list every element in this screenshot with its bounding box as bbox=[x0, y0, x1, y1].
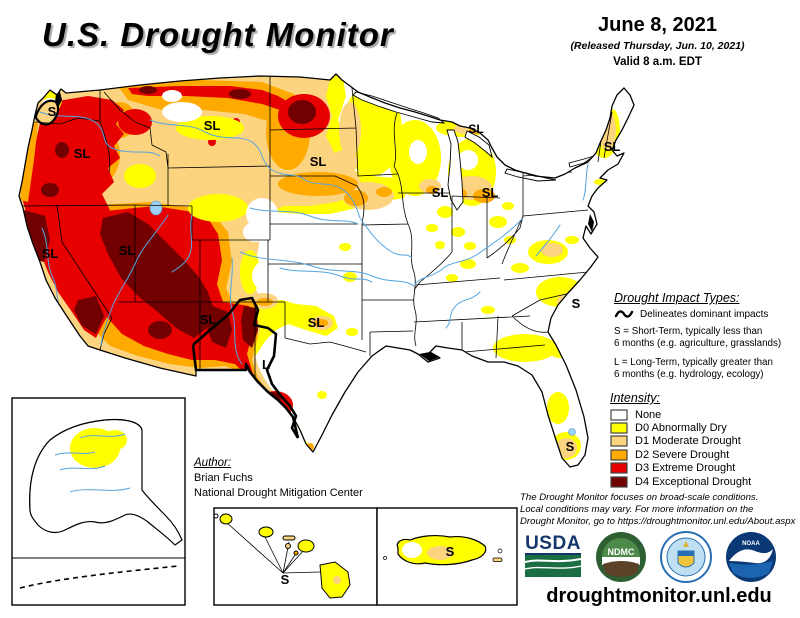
water-jags bbox=[55, 92, 594, 361]
disclaimer: The Drought Monitor focuses on broad-sca… bbox=[520, 492, 800, 527]
legend-label-d3: D3 Extreme Drought bbox=[635, 462, 736, 475]
map-label-sd: SL bbox=[310, 154, 327, 169]
usda-logo-text: USDA bbox=[525, 533, 581, 555]
author-heading: Author: bbox=[194, 457, 232, 469]
disclaimer-line2: Local conditions may vary. For more info… bbox=[520, 503, 754, 515]
swatch-d0 bbox=[610, 422, 628, 434]
rivers bbox=[39, 111, 589, 365]
usda-logo: USDA bbox=[524, 533, 582, 579]
legend-label-d4: D4 Exceptional Drought bbox=[635, 475, 752, 488]
short-term-desc: S = Short-Term, typically less than 6 mo… bbox=[614, 326, 798, 350]
map-label-hawaii: S bbox=[281, 572, 290, 587]
map-label-florida: S bbox=[566, 439, 575, 454]
ndmc-logo: NDMC bbox=[596, 532, 646, 582]
disclaimer-line3: Drought Monitor, go to https://droughtmo… bbox=[520, 515, 796, 527]
short-term-line2: 6 months (e.g. agriculture, grasslands) bbox=[614, 338, 782, 349]
map-label-ne-england: SL bbox=[604, 139, 621, 154]
delineates-label: Delineates dominant impacts bbox=[640, 308, 769, 320]
impact-legend: Drought Impact Types: Delineates dominan… bbox=[614, 291, 798, 388]
map-label-wa: S bbox=[48, 104, 57, 119]
author-block: Author: Brian Fuchs National Drought Mit… bbox=[194, 457, 384, 499]
intensity-legend-heading: Intensity: bbox=[610, 391, 661, 405]
swatch-d4 bbox=[610, 476, 628, 488]
map-label-puerto-rico: S bbox=[446, 544, 455, 559]
map-label-wi: SL bbox=[432, 185, 449, 200]
state-borders bbox=[22, 76, 613, 388]
map-label-ca: SL bbox=[42, 246, 59, 261]
puerto-rico-inset bbox=[376, 507, 518, 606]
impact-legend-heading: Drought Impact Types: bbox=[614, 291, 740, 305]
swatch-d1 bbox=[610, 435, 628, 448]
commerce-seal-logo bbox=[660, 531, 712, 583]
map-label-mi: SL bbox=[482, 185, 499, 200]
map-date: June 8, 2021 bbox=[598, 14, 717, 36]
alaska-inset bbox=[11, 397, 186, 606]
logo-row: USDA NDMC NOAA bbox=[524, 531, 786, 583]
disclaimer-line1: The Drought Monitor focuses on broad-sca… bbox=[520, 492, 759, 503]
legend-label-d2: D2 Severe Drought bbox=[635, 448, 730, 461]
long-term-desc: L = Long-Term, typically greater than 6 … bbox=[614, 357, 798, 381]
swatch-d2 bbox=[610, 449, 628, 461]
usda-logo-swoosh bbox=[525, 555, 581, 577]
ndmc-logo-text: NDMC bbox=[608, 547, 635, 557]
squiggle-icon bbox=[614, 310, 634, 318]
intensity-legend: Intensity: None D0 Abnormally Dry D1 Mod… bbox=[610, 391, 798, 488]
swatch-d3 bbox=[610, 462, 628, 474]
short-term-line1: S = Short-Term, typically less than bbox=[614, 326, 763, 337]
legend-item-d4: D4 Exceptional Drought bbox=[610, 475, 798, 488]
noaa-logo: NOAA bbox=[726, 532, 776, 582]
legend-item-d3: D3 Extreme Drought bbox=[610, 462, 798, 475]
map-label-carolinas: S bbox=[572, 296, 581, 311]
swatch-none bbox=[610, 409, 628, 421]
legend-item-d1: D1 Moderate Drought bbox=[610, 435, 798, 448]
map-label-or: SL bbox=[74, 146, 91, 161]
map-label-upper-mi: SL bbox=[468, 122, 483, 136]
great-salt-lake bbox=[149, 200, 163, 216]
map-label-mt: SL bbox=[204, 118, 221, 133]
legend-item-none: None bbox=[610, 408, 798, 421]
map-date-block: June 8, 2021 (Released Thursday, Jun. 10… bbox=[520, 14, 795, 68]
long-term-line2: 6 months (e.g. hydrology, ecology) bbox=[614, 369, 764, 380]
footer-url: droughtmonitor.unl.edu bbox=[546, 585, 772, 607]
map-label-tx: L bbox=[262, 357, 270, 372]
legend-label-d1: D1 Moderate Drought bbox=[635, 435, 741, 448]
hawaii-inset bbox=[213, 507, 378, 606]
noaa-logo-text: NOAA bbox=[742, 541, 760, 547]
legend-label-none: None bbox=[635, 408, 662, 421]
legend-item-d0: D0 Abnormally Dry bbox=[610, 421, 798, 434]
release-date: (Released Thursday, Jun. 10, 2021) bbox=[570, 40, 745, 52]
valid-time: Valid 8 a.m. EDT bbox=[613, 56, 702, 68]
map-label-nm: SL bbox=[200, 312, 217, 327]
lake-okeechobee bbox=[568, 428, 576, 436]
map-label-nv: SL bbox=[119, 243, 136, 258]
impact-delineation-lines bbox=[34, 99, 300, 439]
long-term-line1: L = Long-Term, typically greater than bbox=[614, 357, 773, 368]
legend-label-d0: D0 Abnormally Dry bbox=[635, 422, 727, 435]
page-title: U.S. Drought Monitor bbox=[42, 16, 394, 53]
author-org: National Drought Mitigation Center bbox=[194, 487, 363, 499]
map-label-ok: SL bbox=[308, 315, 325, 330]
author-name: Brian Fuchs bbox=[194, 472, 253, 484]
legend-item-d2: D2 Severe Drought bbox=[610, 448, 798, 461]
